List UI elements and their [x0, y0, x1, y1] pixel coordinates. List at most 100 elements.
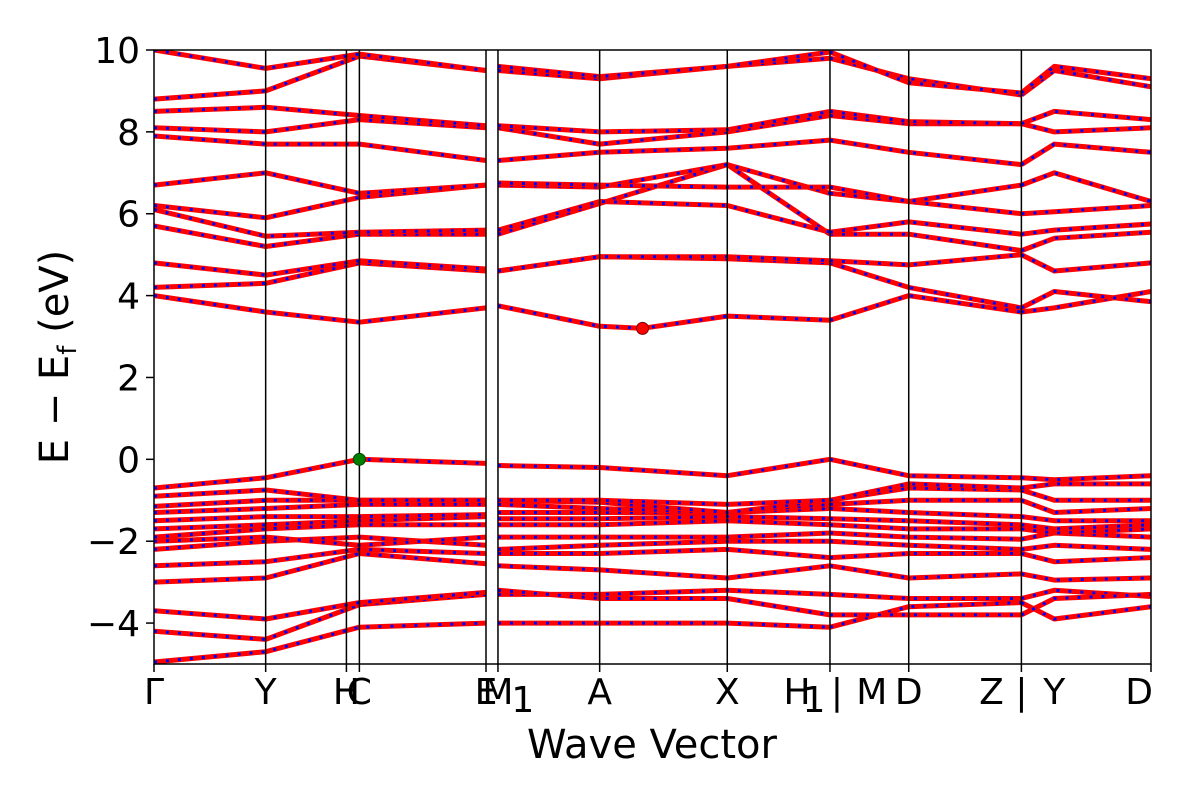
- band-21-seg-2-down: [829, 138, 1022, 167]
- band-25-seg-2-down: [829, 50, 1022, 95]
- plot-frame: [153, 49, 1152, 665]
- band-22-seg-0-up: [154, 117, 487, 135]
- extrema-markers: [352, 321, 650, 466]
- band-5-seg-2-up: [829, 538, 1022, 552]
- band-3-seg-1-down: [497, 564, 831, 580]
- band-16-seg-1-up: [497, 254, 831, 274]
- y-tick-label-7: 10: [94, 31, 140, 72]
- x-tick-label-16: Y: [1042, 672, 1066, 713]
- y-tick-label-6: 8: [117, 113, 140, 154]
- band-8-seg-1-down: [498, 515, 831, 521]
- band-5-seg-2-down: [829, 539, 1022, 551]
- band-8-seg-3-down: [1021, 523, 1151, 531]
- y-tick-label-4: 4: [117, 277, 140, 318]
- band-4-seg-2-down: [829, 552, 1022, 560]
- kpoint-lines: [264, 50, 1023, 664]
- y-axis-label-unit: (eV): [32, 250, 78, 333]
- band-4-seg-2-up: [829, 551, 1022, 561]
- band-13-seg-3-down: [1021, 474, 1151, 482]
- band-7-seg-0-down: [154, 523, 486, 539]
- band-11-seg-3-down: [1020, 488, 1151, 502]
- band-21-seg-3-up: [1020, 141, 1151, 167]
- band-13-seg-0-up: [154, 456, 487, 491]
- band-16-seg-3-down: [1020, 253, 1151, 273]
- band-6-seg-2-up: [829, 530, 1022, 542]
- band-11-seg-3-up: [1020, 487, 1151, 503]
- band-2-seg-0-up: [154, 589, 487, 622]
- y-tick-label-0: −4: [87, 604, 140, 645]
- band-21-seg-0-down: [154, 134, 487, 162]
- y-tick-label-2: 0: [117, 440, 140, 481]
- band-25-seg-1-up: [497, 50, 831, 80]
- band-16-seg-3-up: [1020, 252, 1151, 274]
- y-axis-label-main: E − E: [32, 355, 78, 465]
- x-tick-label-15: |: [1015, 672, 1027, 713]
- band-18-seg-2-down: [829, 220, 1022, 236]
- band-12-seg-3-down: [1021, 482, 1151, 490]
- band-9-seg-1-down: [498, 507, 831, 514]
- x-tick-label-3: C: [347, 672, 372, 713]
- band-16-seg-2-down: [829, 253, 1022, 267]
- band-13-seg-1-down: [497, 457, 831, 478]
- vbm-marker: [352, 452, 366, 466]
- band-17-seg-2-down: [830, 232, 1022, 253]
- band-5-seg-3-down: [1021, 543, 1151, 551]
- band-9-seg-3-down: [1021, 515, 1151, 523]
- band-18-seg-0-up: [154, 207, 487, 239]
- band-22-seg-1-up: [497, 113, 831, 147]
- x-tick-label-11: |: [831, 672, 843, 713]
- band-9-seg-0-down: [154, 513, 487, 523]
- band-6-seg-2-down: [829, 531, 1022, 541]
- band-21-seg-3-down: [1020, 142, 1151, 166]
- y-tick-label-5: 6: [117, 195, 140, 236]
- band-23-seg-3-up: [1020, 108, 1151, 127]
- band-13-seg-2-down: [829, 457, 1022, 480]
- band-10-seg-2-down: [829, 498, 1022, 506]
- band-20-seg-2-down: [829, 183, 1022, 204]
- x-tick-label-14: Z: [979, 672, 1004, 713]
- x-tick-label-0: Γ: [144, 672, 164, 713]
- band-8-seg-2-down: [829, 517, 1022, 527]
- band-17-seg-1-down: [497, 162, 831, 236]
- band-6-seg-1-down: [498, 531, 831, 539]
- band-21-seg-1-up: [497, 137, 831, 163]
- band-6-seg-0-down: [154, 535, 487, 547]
- band-0-seg-0-down: [154, 621, 487, 664]
- band-10-seg-2-up: [829, 497, 1022, 507]
- x-tick-label-8: X: [715, 672, 740, 713]
- band-1-seg-2-up: [829, 591, 1022, 601]
- band-15-seg-2-up: [829, 260, 1022, 311]
- y-ticks: −4 −2 0 2 4 6 8 10: [87, 31, 154, 645]
- band-20-seg-1-down: [497, 181, 830, 189]
- band-3-seg-3-down: [1021, 572, 1151, 582]
- band-0-seg-2-down: [829, 601, 1022, 629]
- x-tick-label-10: 1: [803, 680, 826, 721]
- band-10-seg-3-up: [1020, 497, 1151, 515]
- x-tick-label-9: H: [784, 672, 811, 713]
- band-20-seg-3-up: [1020, 170, 1151, 204]
- band-10-seg-1-down: [497, 502, 831, 515]
- x-tick-label-2: H: [333, 672, 360, 713]
- band-17-seg-2-up: [830, 231, 1022, 254]
- x-tick-label-5: M: [482, 672, 513, 713]
- band-21-seg-2-up: [829, 137, 1022, 168]
- band-10-seg-0-down: [154, 502, 486, 514]
- y-axis-label: E − Ef (eV): [32, 250, 83, 465]
- band-12-seg-2-down: [829, 482, 1022, 502]
- band-23-seg-2-down: [829, 109, 1022, 126]
- band-14-seg-2-up: [829, 293, 1022, 323]
- band-20-seg-0-up: [154, 170, 487, 196]
- band-5-seg-1-down: [497, 539, 830, 551]
- band-15-seg-2-down: [829, 261, 1022, 310]
- band-7-seg-2-down: [829, 523, 1022, 531]
- y-axis-label-sub: f: [53, 345, 83, 355]
- band-25-seg-0-up: [154, 50, 487, 73]
- band-23-seg-1-down: [497, 109, 831, 134]
- band-19-seg-3-down: [1021, 204, 1151, 216]
- band-4-seg-1-down: [498, 547, 831, 560]
- band-7-seg-1-down: [498, 519, 831, 527]
- band-22-seg-3-up: [1020, 121, 1151, 135]
- band-4-seg-3-up: [1020, 551, 1151, 565]
- band-22-seg-2-down: [829, 114, 1022, 126]
- band-15-seg-3-down: [1020, 289, 1151, 310]
